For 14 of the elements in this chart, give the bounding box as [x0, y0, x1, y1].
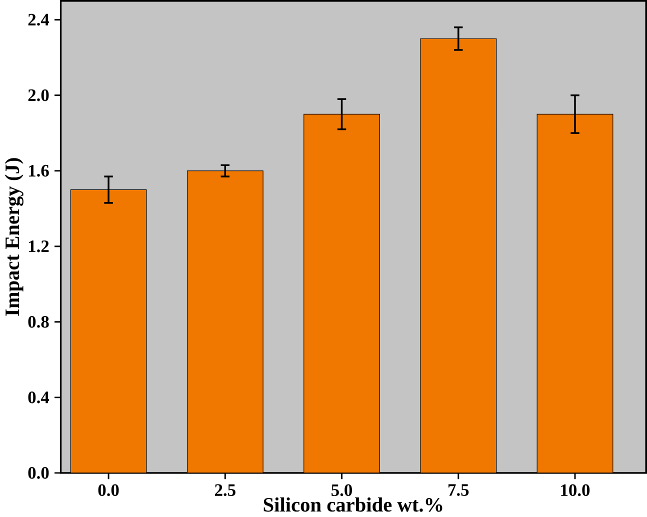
- y-tick-label: 2.4: [28, 14, 50, 26]
- y-axis-title: Impact Energy (J): [4, 158, 24, 316]
- x-tick-label: 5.0: [332, 484, 352, 496]
- y-tick-label: 1.2: [28, 240, 49, 252]
- y-tick-label: 0.0: [28, 467, 49, 480]
- x-tick-label: 0.0: [98, 484, 119, 496]
- y-tick-label: 2.0: [28, 90, 49, 102]
- y-tick-label: 0.8: [28, 316, 49, 328]
- x-tick-label: 2.5: [214, 484, 236, 496]
- x-tick-label: 10.0: [561, 484, 590, 496]
- x-tick-label: 7.5: [448, 484, 469, 496]
- y-tick-label: 0.4: [28, 392, 50, 404]
- y-tick-label: 1.6: [28, 165, 49, 177]
- x-axis-title: Silicon carbide wt.%: [264, 498, 442, 512]
